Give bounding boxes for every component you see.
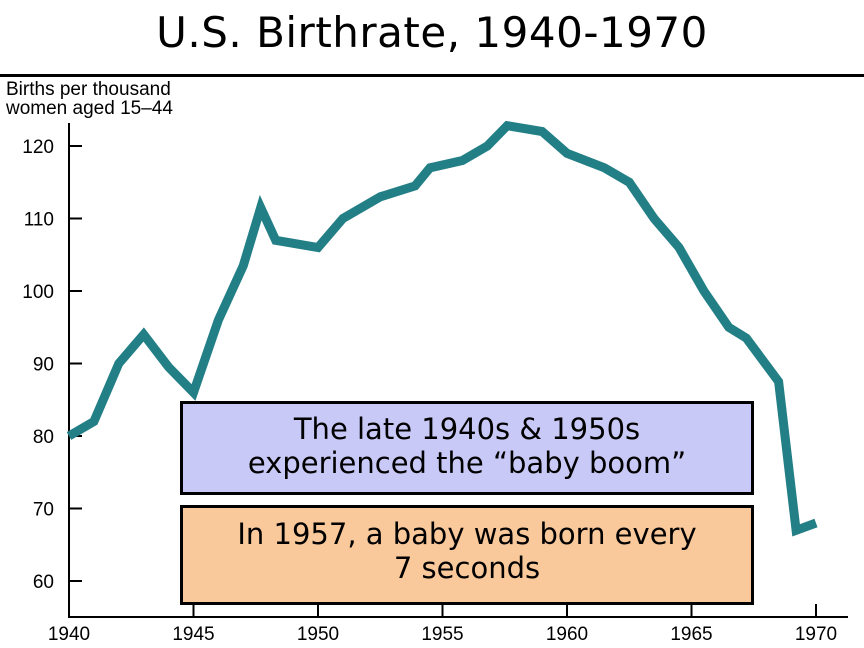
birth-frequency-callout-line-2: 7 seconds xyxy=(393,551,541,585)
y-tick-label: 100 xyxy=(22,282,54,303)
birthrate-series-line xyxy=(66,120,818,537)
baby-boom-callout: The late 1940s & 1950s experienced the “… xyxy=(180,401,754,495)
y-tick-label: 70 xyxy=(33,500,54,521)
x-tick-label: 1960 xyxy=(546,624,588,645)
y-tick-label: 110 xyxy=(24,210,54,231)
slide-title: U.S. Birthrate, 1940-1970 xyxy=(156,8,708,57)
y-axis-label: Births per thousand women aged 15–44 xyxy=(6,80,173,118)
x-tick-label: 1940 xyxy=(48,624,90,645)
y-axis-label-line-1: Births per thousand xyxy=(6,79,171,100)
y-tick-label: 90 xyxy=(33,355,54,376)
y-axis-label-line-2: women aged 15–44 xyxy=(6,98,173,119)
x-tick-label: 1970 xyxy=(795,624,837,645)
title-divider xyxy=(0,74,864,77)
x-tick-label: 1955 xyxy=(421,624,463,645)
x-tick-label: 1965 xyxy=(670,624,712,645)
y-tick-label: 80 xyxy=(33,427,54,448)
x-tick-label: 1950 xyxy=(297,624,339,645)
y-tick-label: 120 xyxy=(22,137,54,158)
birth-frequency-callout-line-1: In 1957, a baby was born every xyxy=(237,517,697,551)
baby-boom-callout-line-2: experienced the “baby boom” xyxy=(247,446,687,480)
y-tick-label: 60 xyxy=(33,572,54,593)
birth-frequency-callout: In 1957, a baby was born every 7 seconds xyxy=(180,505,754,605)
x-tick-label: 1945 xyxy=(172,624,214,645)
baby-boom-callout-line-1: The late 1940s & 1950s xyxy=(293,412,641,446)
